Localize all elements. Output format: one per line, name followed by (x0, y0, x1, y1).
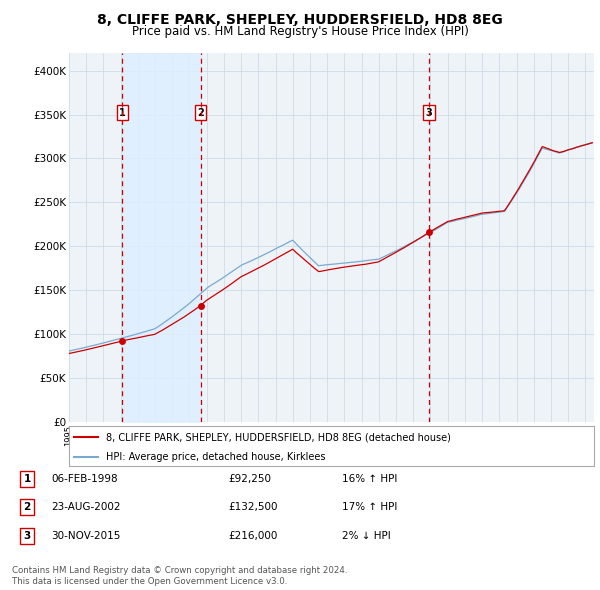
Text: 30-NOV-2015: 30-NOV-2015 (51, 531, 121, 540)
Text: 3: 3 (23, 531, 31, 540)
Text: 2: 2 (197, 108, 204, 118)
Text: HPI: Average price, detached house, Kirklees: HPI: Average price, detached house, Kirk… (106, 453, 325, 463)
Text: 8, CLIFFE PARK, SHEPLEY, HUDDERSFIELD, HD8 8EG: 8, CLIFFE PARK, SHEPLEY, HUDDERSFIELD, H… (97, 13, 503, 27)
Text: 17% ↑ HPI: 17% ↑ HPI (342, 503, 397, 512)
Text: 23-AUG-2002: 23-AUG-2002 (51, 503, 121, 512)
Text: 3: 3 (426, 108, 433, 118)
Text: 16% ↑ HPI: 16% ↑ HPI (342, 474, 397, 484)
Text: 1: 1 (23, 474, 31, 484)
Text: This data is licensed under the Open Government Licence v3.0.: This data is licensed under the Open Gov… (12, 577, 287, 586)
Text: 2: 2 (23, 503, 31, 512)
Text: 2% ↓ HPI: 2% ↓ HPI (342, 531, 391, 540)
Text: £216,000: £216,000 (228, 531, 277, 540)
Text: Price paid vs. HM Land Registry's House Price Index (HPI): Price paid vs. HM Land Registry's House … (131, 25, 469, 38)
Text: Contains HM Land Registry data © Crown copyright and database right 2024.: Contains HM Land Registry data © Crown c… (12, 566, 347, 575)
Text: £92,250: £92,250 (228, 474, 271, 484)
Text: 1: 1 (119, 108, 126, 118)
Text: 8, CLIFFE PARK, SHEPLEY, HUDDERSFIELD, HD8 8EG (detached house): 8, CLIFFE PARK, SHEPLEY, HUDDERSFIELD, H… (106, 432, 451, 442)
Text: £132,500: £132,500 (228, 503, 277, 512)
Text: 06-FEB-1998: 06-FEB-1998 (51, 474, 118, 484)
